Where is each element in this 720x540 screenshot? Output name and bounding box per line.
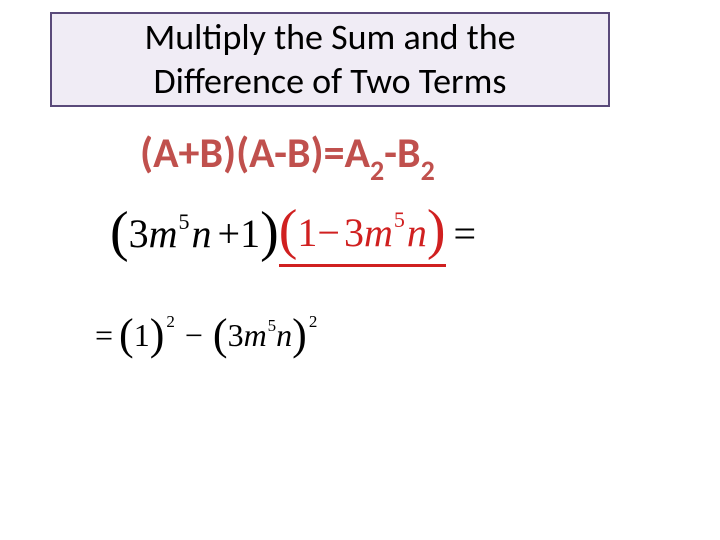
- equals-sign: =: [454, 210, 477, 257]
- second-binomial-underlined: ( 1 − 3 m 5 n ): [279, 200, 446, 267]
- formula-sub1: 2: [370, 153, 384, 188]
- coef-3b: 3: [228, 317, 244, 354]
- paren-open-red: (: [279, 198, 298, 262]
- exponent-5: 5: [179, 209, 190, 235]
- term-1: 1: [134, 317, 150, 354]
- minus-sign: −: [185, 317, 203, 354]
- var-m: m: [149, 210, 178, 257]
- coef-3-red: 3: [344, 209, 364, 256]
- var-m-2: m: [244, 317, 267, 354]
- const-1-red: 1: [297, 209, 317, 256]
- exponent-5b: 5: [268, 316, 277, 336]
- exponent-2a: 2: [166, 312, 175, 332]
- paren-1-close: ): [150, 309, 165, 360]
- minus-op: −: [317, 209, 340, 256]
- var-n-red: n: [407, 209, 427, 256]
- var-n-2: n: [276, 317, 292, 354]
- exponent-2b: 2: [309, 312, 318, 332]
- paren-1-open: (: [119, 309, 134, 360]
- exponent-5-red: 5: [394, 207, 405, 233]
- slide-title: Multiply the Sum and the Difference of T…: [72, 16, 588, 102]
- var-n: n: [192, 210, 212, 257]
- paren-open: (: [110, 200, 129, 264]
- equals-sign-2: =: [95, 317, 113, 354]
- var-m-red: m: [364, 209, 393, 256]
- formula-lhs: (A+B)(A-B)=A: [140, 128, 370, 179]
- paren-close-red: ): [427, 198, 446, 262]
- difference-of-squares-formula: (A+B)(A-B)=A2-B2: [140, 128, 435, 184]
- formula-mid: -B: [384, 128, 420, 179]
- paren-2-close: ): [292, 309, 307, 360]
- paren-2-open: (: [213, 309, 228, 360]
- formula-sub2: 2: [421, 153, 435, 188]
- plus-op: +: [218, 210, 241, 257]
- title-box: Multiply the Sum and the Difference of T…: [50, 12, 610, 107]
- equation-line-1: ( 3 m 5 n + 1 ) ( 1 − 3 m 5 n ) =: [110, 200, 476, 267]
- const-1: 1: [240, 210, 260, 257]
- coef-3: 3: [129, 210, 149, 257]
- equation-line-2: = ( 1 ) 2 − ( 3 m 5 n ) 2: [95, 310, 317, 361]
- paren-close: ): [260, 200, 279, 264]
- first-binomial: ( 3 m 5 n + 1 ): [110, 202, 279, 266]
